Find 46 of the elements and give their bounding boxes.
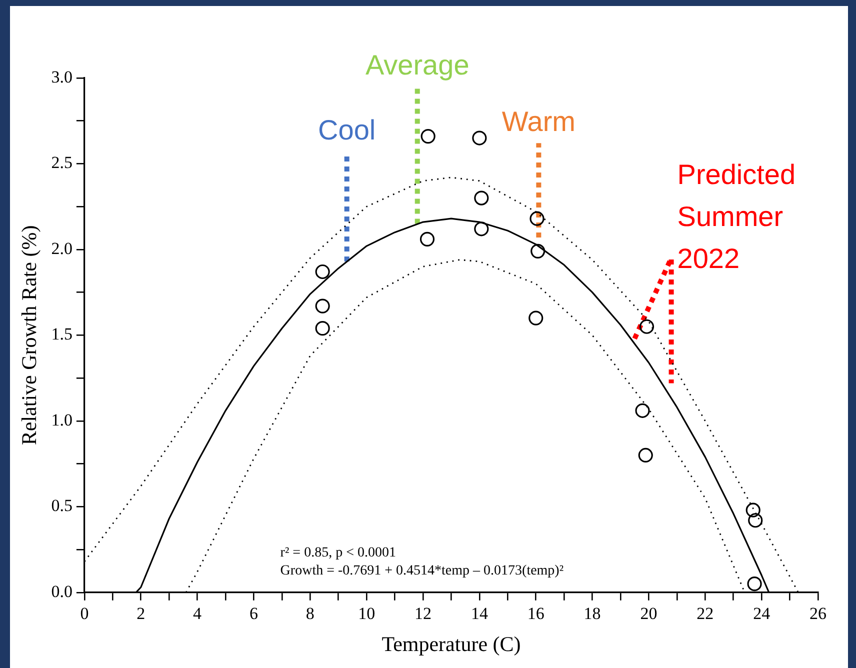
point [420, 232, 435, 246]
point [638, 448, 653, 463]
y-tick-label: 1.0 [51, 410, 72, 430]
x-tick-label: 20 [640, 604, 658, 624]
series-label: Predicted Summer 2022 [677, 158, 796, 274]
x-tick-label: 14 [470, 604, 488, 624]
point [748, 513, 763, 528]
annotation: r² = 0.85, p < 0.0001 [280, 545, 396, 560]
y-tick-label: 2.5 [51, 153, 72, 172]
series-label: Average [365, 50, 470, 81]
x-tick-label: 24 [753, 604, 771, 624]
point [420, 129, 436, 144]
y-tick-label: 2.0 [51, 238, 72, 258]
x-tick-label: 4 [193, 604, 202, 624]
x-tick-label: 18 [584, 604, 601, 624]
point [472, 130, 487, 146]
point [528, 310, 544, 326]
x-tick-label: 8 [306, 604, 314, 624]
x-tick-label: 2 [136, 604, 146, 624]
point [635, 403, 650, 418]
y-tick-label: 3.0 [51, 67, 72, 86]
series-label: Warm [502, 106, 576, 138]
annotation: Growth = -0.7691 + 0.4514*temp – 0.0173(temp)² [280, 563, 564, 578]
y-tick-label: 0.0 [51, 582, 72, 601]
point [474, 190, 489, 206]
x-tick-label: 6 [249, 604, 258, 624]
point [639, 319, 654, 334]
x-tick-label: 12 [414, 604, 432, 624]
point [746, 502, 760, 518]
point [315, 321, 330, 336]
point [474, 222, 489, 236]
y-tick-label: 1.5 [51, 324, 72, 344]
point [530, 211, 544, 226]
y-axis-title: Relative Growth Rate (%) [17, 225, 42, 446]
x-tick-label: 22 [696, 604, 714, 624]
point [747, 576, 762, 592]
x-tick-label: 26 [810, 604, 826, 624]
point [530, 244, 546, 258]
x-axis-title: Temperature (C) [382, 632, 521, 656]
x-tick-label: 16 [527, 604, 544, 624]
series-label: Cool [318, 114, 376, 146]
point [315, 264, 330, 280]
point [315, 298, 330, 314]
y-tick-label: 0.5 [51, 496, 72, 516]
x-tick-label: 10 [358, 604, 376, 624]
x-tick-label: 0 [80, 604, 89, 624]
